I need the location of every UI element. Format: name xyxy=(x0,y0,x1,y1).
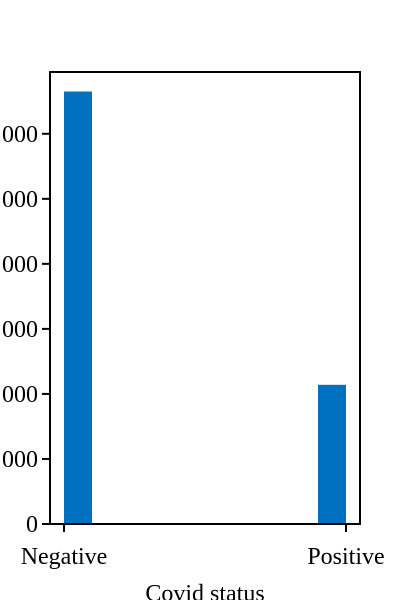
y-tick-label: 000 xyxy=(2,122,38,148)
bar-positive xyxy=(318,384,346,524)
x-axis: Negative Positive xyxy=(21,524,385,570)
bars-group xyxy=(64,91,346,524)
y-tick-label: 000 xyxy=(2,252,38,278)
x-axis-label: Covid status xyxy=(145,581,264,600)
bar-negative xyxy=(64,91,92,524)
y-tick-label: 000 xyxy=(2,187,38,213)
x-tick-label-negative: Negative xyxy=(21,544,108,570)
y-tick-label: 000 xyxy=(2,317,38,343)
y-tick-label: 000 xyxy=(2,447,38,473)
x-tick-label-positive: Positive xyxy=(307,544,384,570)
y-tick-label: 0 xyxy=(26,512,38,538)
y-tick-label: 000 xyxy=(2,382,38,408)
plot-frame xyxy=(49,71,361,525)
